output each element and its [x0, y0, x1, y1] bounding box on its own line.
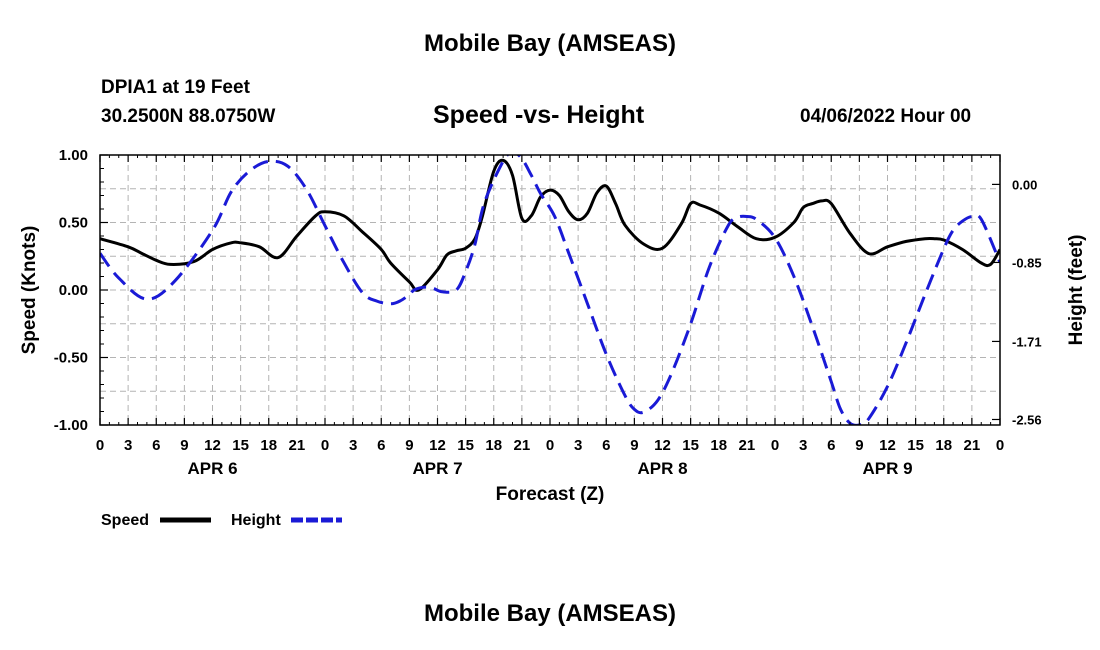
x-tick-label: 12 — [654, 437, 671, 454]
x-tick-label: 0 — [96, 437, 104, 454]
x-tick-label: 0 — [771, 437, 779, 454]
x-tick-label: 3 — [124, 437, 132, 454]
station-coordinates: 30.2500N 88.0750W — [101, 106, 276, 127]
x-tick-label: 9 — [855, 437, 863, 454]
axes: 0 3 6 9 12 15 18 21 0 3 6 9 12 15 18 21 0 3 6 9 12 15 18 21 0 3 6 9… — [54, 147, 1042, 478]
y-right-tick-label: -2.56 — [1012, 412, 1042, 427]
x-tick-label: 21 — [289, 437, 306, 454]
x-tick-label: 6 — [152, 437, 160, 454]
legend: Speed Height — [101, 512, 342, 529]
x-tick-label: 3 — [799, 437, 807, 454]
y-left-tick-label: 0.50 — [59, 215, 88, 232]
x-tick-label: 12 — [204, 437, 221, 454]
legend-label-speed: Speed — [101, 512, 149, 529]
station-label: DPIA1 at 19 Feet — [101, 77, 250, 98]
day-label: APR 6 — [187, 459, 237, 478]
x-tick-label: 18 — [485, 437, 502, 454]
x-tick-label: 21 — [514, 437, 531, 454]
y-right-tick-label: -1.71 — [1012, 334, 1042, 349]
x-tick-label: 6 — [377, 437, 385, 454]
y-left-tick-label: 0.00 — [59, 282, 88, 299]
x-tick-label: 0 — [996, 437, 1004, 454]
x-tick-label: 12 — [879, 437, 896, 454]
x-tick-label: 15 — [907, 437, 924, 454]
day-label: APR 7 — [412, 459, 462, 478]
x-tick-label: 9 — [180, 437, 188, 454]
x-tick-label: 18 — [260, 437, 277, 454]
y-axis-left-title: Speed (Knots) — [19, 226, 40, 355]
series-group — [100, 155, 1000, 425]
x-tick-label: 0 — [321, 437, 329, 454]
legend-label-height: Height — [231, 512, 281, 529]
day-label: APR 9 — [862, 459, 912, 478]
x-tick-label: 3 — [349, 437, 357, 454]
x-tick-label: 6 — [602, 437, 610, 454]
forecast-datetime: 04/06/2022 Hour 00 — [800, 106, 972, 127]
y-left-tick-label: 1.00 — [59, 147, 88, 164]
y-left-tick-label: -1.00 — [54, 417, 88, 434]
grid — [100, 155, 1000, 425]
y-right-tick-label: 0.00 — [1012, 177, 1037, 192]
y-left-tick-label: -0.50 — [54, 350, 88, 367]
x-tick-label: 9 — [405, 437, 413, 454]
page-title: Mobile Bay (AMSEAS) — [423, 30, 677, 57]
x-tick-label: 0 — [546, 437, 554, 454]
x-tick-label: 15 — [682, 437, 699, 454]
series-line-speed — [100, 158, 1000, 292]
x-tick-label: 6 — [827, 437, 835, 454]
chart-title: Speed -vs- Height — [433, 101, 645, 129]
x-tick-label: 18 — [710, 437, 727, 454]
y-axis-right-title: Height (feet) — [1066, 235, 1087, 346]
y-right-tick-label: -0.85 — [1012, 255, 1042, 270]
series-line-height — [100, 155, 1000, 425]
footer-title: Mobile Bay (AMSEAS) — [423, 600, 677, 627]
x-axis-title: Forecast (Z) — [496, 484, 605, 505]
x-tick-label: 21 — [964, 437, 981, 454]
x-tick-label: 21 — [739, 437, 756, 454]
x-tick-label: 18 — [935, 437, 952, 454]
day-label: APR 8 — [637, 459, 687, 478]
x-tick-label: 15 — [457, 437, 474, 454]
x-tick-label: 9 — [630, 437, 638, 454]
x-tick-label: 3 — [574, 437, 582, 454]
x-tick-label: 12 — [429, 437, 446, 454]
x-tick-label: 15 — [232, 437, 249, 454]
